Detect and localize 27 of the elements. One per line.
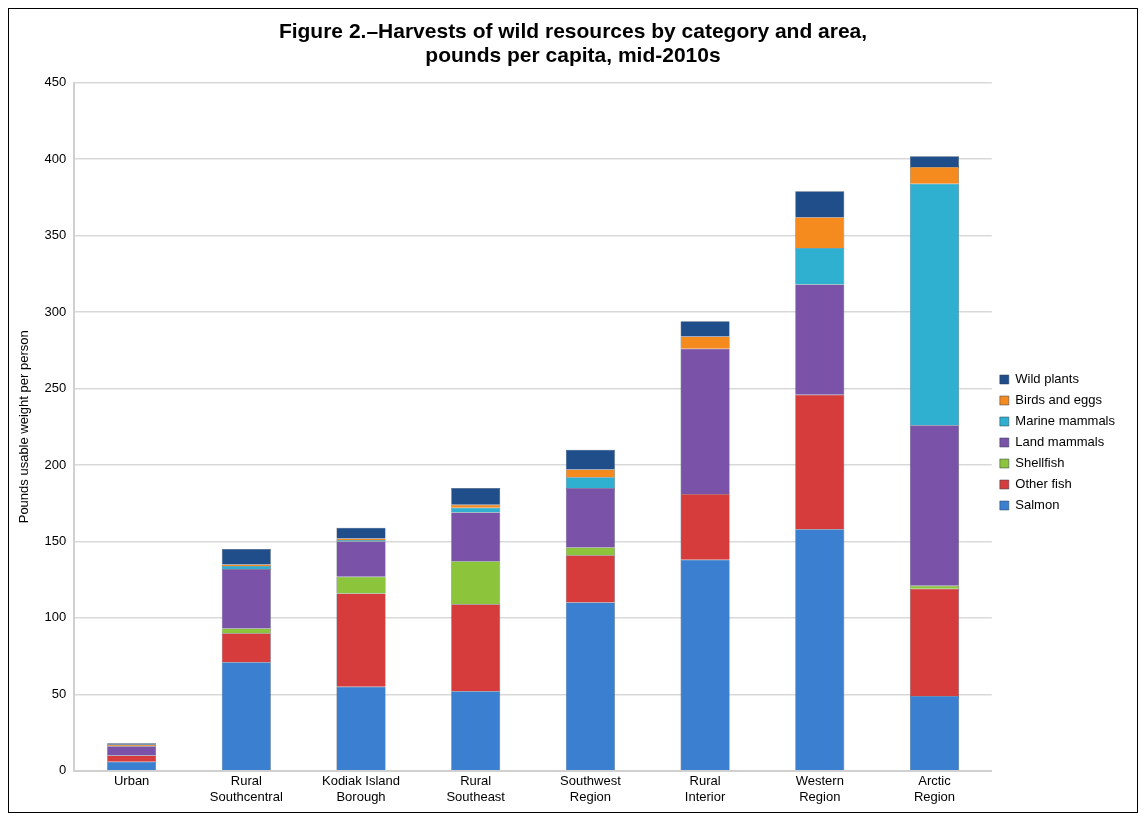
- x-tick-label: Arctic Region: [913, 773, 956, 804]
- legend-label: Wild plants: [1015, 371, 1080, 387]
- x-tick-label: Rural Southcentral: [209, 773, 283, 804]
- x-tick-label: Southwest Region: [560, 773, 622, 804]
- y-tick-label: 250: [44, 380, 67, 396]
- y-tick-label: 100: [44, 609, 67, 625]
- y-axis-title: Pounds usable weight per person: [16, 330, 32, 524]
- y-tick-label: 350: [44, 227, 67, 243]
- y-tick-label: 300: [44, 303, 67, 319]
- legend-label: Birds and eggs: [1015, 392, 1103, 408]
- legend-label: Salmon: [1015, 497, 1060, 513]
- x-tick-label: Kodiak Island Borough: [321, 773, 401, 804]
- x-tick-label: Rural Interior: [684, 773, 726, 804]
- x-tick-label: Urban: [113, 773, 150, 789]
- y-tick-label: 200: [44, 456, 67, 472]
- y-tick-label: 0: [59, 762, 67, 778]
- legend-label: Marine mammals: [1015, 413, 1116, 429]
- legend-label: Land mammals: [1015, 434, 1105, 450]
- legend-label: Other fish: [1015, 476, 1072, 492]
- y-tick-label: 50: [51, 685, 67, 701]
- x-tick-label: Rural Southeast: [446, 773, 506, 804]
- y-tick-label: 400: [44, 150, 67, 166]
- legend-label: Shellfish: [1015, 455, 1065, 471]
- chart-title: Figure 2.–Harvests of wild resources by category and area, pounds per capita, mid-2010s: [277, 19, 869, 67]
- x-tick-label: Western Region: [795, 773, 844, 804]
- y-tick-label: 150: [44, 533, 67, 549]
- y-tick-label: 450: [44, 74, 67, 90]
